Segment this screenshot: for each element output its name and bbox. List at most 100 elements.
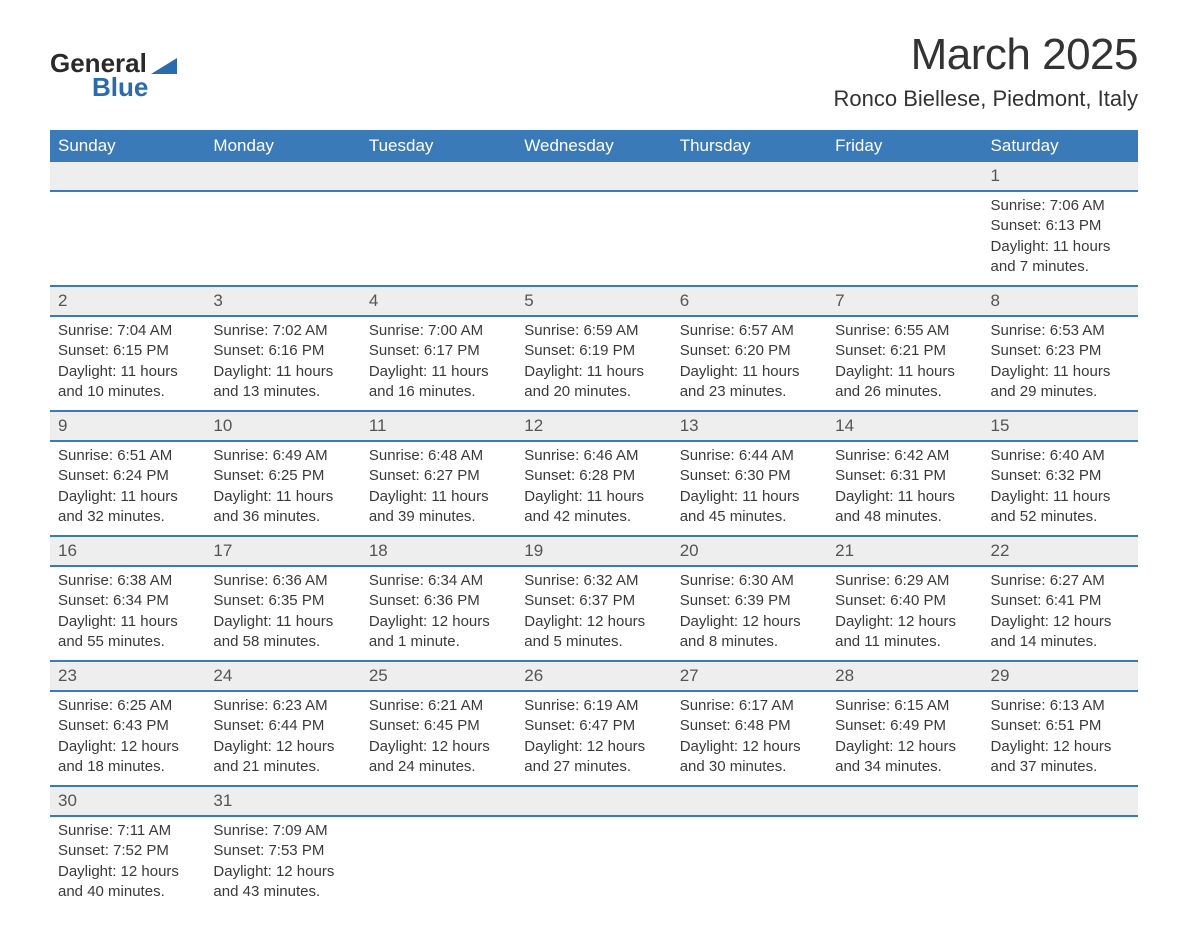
day-content-cell: Sunrise: 7:04 AMSunset: 6:15 PMDaylight:… xyxy=(50,316,205,411)
day-number-cell: 5 xyxy=(516,286,671,316)
day-number: 2 xyxy=(58,291,67,310)
sunrise-text: Sunrise: 6:27 AM xyxy=(991,571,1130,591)
day-content-cell: Sunrise: 6:23 AMSunset: 6:44 PMDaylight:… xyxy=(205,691,360,786)
daylight-text: Daylight: 12 hours and 8 minutes. xyxy=(680,612,819,653)
day-number-cell: 27 xyxy=(672,661,827,691)
day-number-cell xyxy=(516,162,671,191)
day-content-cell: Sunrise: 6:27 AMSunset: 6:41 PMDaylight:… xyxy=(983,566,1138,661)
day-number-cell: 1 xyxy=(983,162,1138,191)
day-content-cell xyxy=(205,191,360,286)
sunset-text: Sunset: 6:19 PM xyxy=(524,341,663,361)
sunrise-text: Sunrise: 6:19 AM xyxy=(524,696,663,716)
sunset-text: Sunset: 6:39 PM xyxy=(680,591,819,611)
daynum-row: 3031 xyxy=(50,786,1138,816)
sunset-text: Sunset: 6:35 PM xyxy=(213,591,352,611)
day-content-cell: Sunrise: 6:46 AMSunset: 6:28 PMDaylight:… xyxy=(516,441,671,536)
calendar-table: Sunday Monday Tuesday Wednesday Thursday… xyxy=(50,130,1138,910)
page-header: General Blue March 2025 Ronco Biellese, … xyxy=(50,30,1138,112)
content-row: Sunrise: 7:06 AMSunset: 6:13 PMDaylight:… xyxy=(50,191,1138,286)
day-content-cell: Sunrise: 6:21 AMSunset: 6:45 PMDaylight:… xyxy=(361,691,516,786)
daynum-row: 1 xyxy=(50,162,1138,191)
day-number: 3 xyxy=(213,291,222,310)
sunrise-text: Sunrise: 6:21 AM xyxy=(369,696,508,716)
day-content-cell: Sunrise: 6:57 AMSunset: 6:20 PMDaylight:… xyxy=(672,316,827,411)
sunset-text: Sunset: 6:45 PM xyxy=(369,716,508,736)
sunrise-text: Sunrise: 6:34 AM xyxy=(369,571,508,591)
day-number-cell: 8 xyxy=(983,286,1138,316)
daylight-text: Daylight: 11 hours and 20 minutes. xyxy=(524,362,663,403)
day-number: 24 xyxy=(213,666,232,685)
daynum-row: 9101112131415 xyxy=(50,411,1138,441)
weekday-header: Sunday xyxy=(50,130,205,162)
weekday-header: Friday xyxy=(827,130,982,162)
day-number-cell: 31 xyxy=(205,786,360,816)
daylight-text: Daylight: 11 hours and 29 minutes. xyxy=(991,362,1130,403)
day-number: 31 xyxy=(213,791,232,810)
daylight-text: Daylight: 11 hours and 52 minutes. xyxy=(991,487,1130,528)
daylight-text: Daylight: 12 hours and 37 minutes. xyxy=(991,737,1130,778)
sunset-text: Sunset: 6:23 PM xyxy=(991,341,1130,361)
day-number: 18 xyxy=(369,541,388,560)
day-content-cell: Sunrise: 6:29 AMSunset: 6:40 PMDaylight:… xyxy=(827,566,982,661)
day-number-cell: 13 xyxy=(672,411,827,441)
day-content-cell: Sunrise: 6:38 AMSunset: 6:34 PMDaylight:… xyxy=(50,566,205,661)
content-row: Sunrise: 7:11 AMSunset: 7:52 PMDaylight:… xyxy=(50,816,1138,910)
day-number: 26 xyxy=(524,666,543,685)
day-number-cell xyxy=(827,162,982,191)
daylight-text: Daylight: 11 hours and 26 minutes. xyxy=(835,362,974,403)
day-number-cell: 10 xyxy=(205,411,360,441)
day-number-cell: 24 xyxy=(205,661,360,691)
daylight-text: Daylight: 12 hours and 43 minutes. xyxy=(213,862,352,903)
day-number: 14 xyxy=(835,416,854,435)
day-content-cell: Sunrise: 6:17 AMSunset: 6:48 PMDaylight:… xyxy=(672,691,827,786)
sunrise-text: Sunrise: 6:53 AM xyxy=(991,321,1130,341)
day-number: 28 xyxy=(835,666,854,685)
sunset-text: Sunset: 6:31 PM xyxy=(835,466,974,486)
day-number: 9 xyxy=(58,416,67,435)
sunset-text: Sunset: 6:41 PM xyxy=(991,591,1130,611)
sunset-text: Sunset: 6:24 PM xyxy=(58,466,197,486)
day-content-cell: Sunrise: 6:34 AMSunset: 6:36 PMDaylight:… xyxy=(361,566,516,661)
daylight-text: Daylight: 12 hours and 5 minutes. xyxy=(524,612,663,653)
daynum-row: 23242526272829 xyxy=(50,661,1138,691)
day-number-cell: 11 xyxy=(361,411,516,441)
daylight-text: Daylight: 12 hours and 34 minutes. xyxy=(835,737,974,778)
sunrise-text: Sunrise: 6:40 AM xyxy=(991,446,1130,466)
sunrise-text: Sunrise: 6:38 AM xyxy=(58,571,197,591)
sunset-text: Sunset: 6:32 PM xyxy=(991,466,1130,486)
day-content-cell: Sunrise: 6:19 AMSunset: 6:47 PMDaylight:… xyxy=(516,691,671,786)
day-content-cell: Sunrise: 6:25 AMSunset: 6:43 PMDaylight:… xyxy=(50,691,205,786)
sunset-text: Sunset: 6:25 PM xyxy=(213,466,352,486)
sunset-text: Sunset: 6:48 PM xyxy=(680,716,819,736)
day-number: 25 xyxy=(369,666,388,685)
daylight-text: Daylight: 12 hours and 14 minutes. xyxy=(991,612,1130,653)
sunset-text: Sunset: 6:44 PM xyxy=(213,716,352,736)
title-block: March 2025 Ronco Biellese, Piedmont, Ita… xyxy=(834,30,1139,112)
day-content-cell: Sunrise: 6:51 AMSunset: 6:24 PMDaylight:… xyxy=(50,441,205,536)
day-number: 1 xyxy=(991,166,1000,185)
sunset-text: Sunset: 6:15 PM xyxy=(58,341,197,361)
sunrise-text: Sunrise: 7:02 AM xyxy=(213,321,352,341)
daynum-row: 16171819202122 xyxy=(50,536,1138,566)
daylight-text: Daylight: 11 hours and 36 minutes. xyxy=(213,487,352,528)
calendar-head: Sunday Monday Tuesday Wednesday Thursday… xyxy=(50,130,1138,162)
daylight-text: Daylight: 11 hours and 48 minutes. xyxy=(835,487,974,528)
sunrise-text: Sunrise: 6:48 AM xyxy=(369,446,508,466)
weekday-header: Thursday xyxy=(672,130,827,162)
day-content-cell xyxy=(827,191,982,286)
day-content-cell: Sunrise: 6:53 AMSunset: 6:23 PMDaylight:… xyxy=(983,316,1138,411)
content-row: Sunrise: 6:38 AMSunset: 6:34 PMDaylight:… xyxy=(50,566,1138,661)
day-number: 19 xyxy=(524,541,543,560)
daylight-text: Daylight: 11 hours and 58 minutes. xyxy=(213,612,352,653)
day-content-cell: Sunrise: 6:32 AMSunset: 6:37 PMDaylight:… xyxy=(516,566,671,661)
calendar-body: 1 Sunrise: 7:06 AMSunset: 6:13 PMDaylight… xyxy=(50,162,1138,910)
day-number-cell: 28 xyxy=(827,661,982,691)
sunset-text: Sunset: 6:36 PM xyxy=(369,591,508,611)
daylight-text: Daylight: 11 hours and 23 minutes. xyxy=(680,362,819,403)
sunset-text: Sunset: 7:52 PM xyxy=(58,841,197,861)
sunset-text: Sunset: 6:49 PM xyxy=(835,716,974,736)
day-content-cell: Sunrise: 6:40 AMSunset: 6:32 PMDaylight:… xyxy=(983,441,1138,536)
sunrise-text: Sunrise: 6:57 AM xyxy=(680,321,819,341)
day-number-cell xyxy=(205,162,360,191)
day-number-cell: 26 xyxy=(516,661,671,691)
